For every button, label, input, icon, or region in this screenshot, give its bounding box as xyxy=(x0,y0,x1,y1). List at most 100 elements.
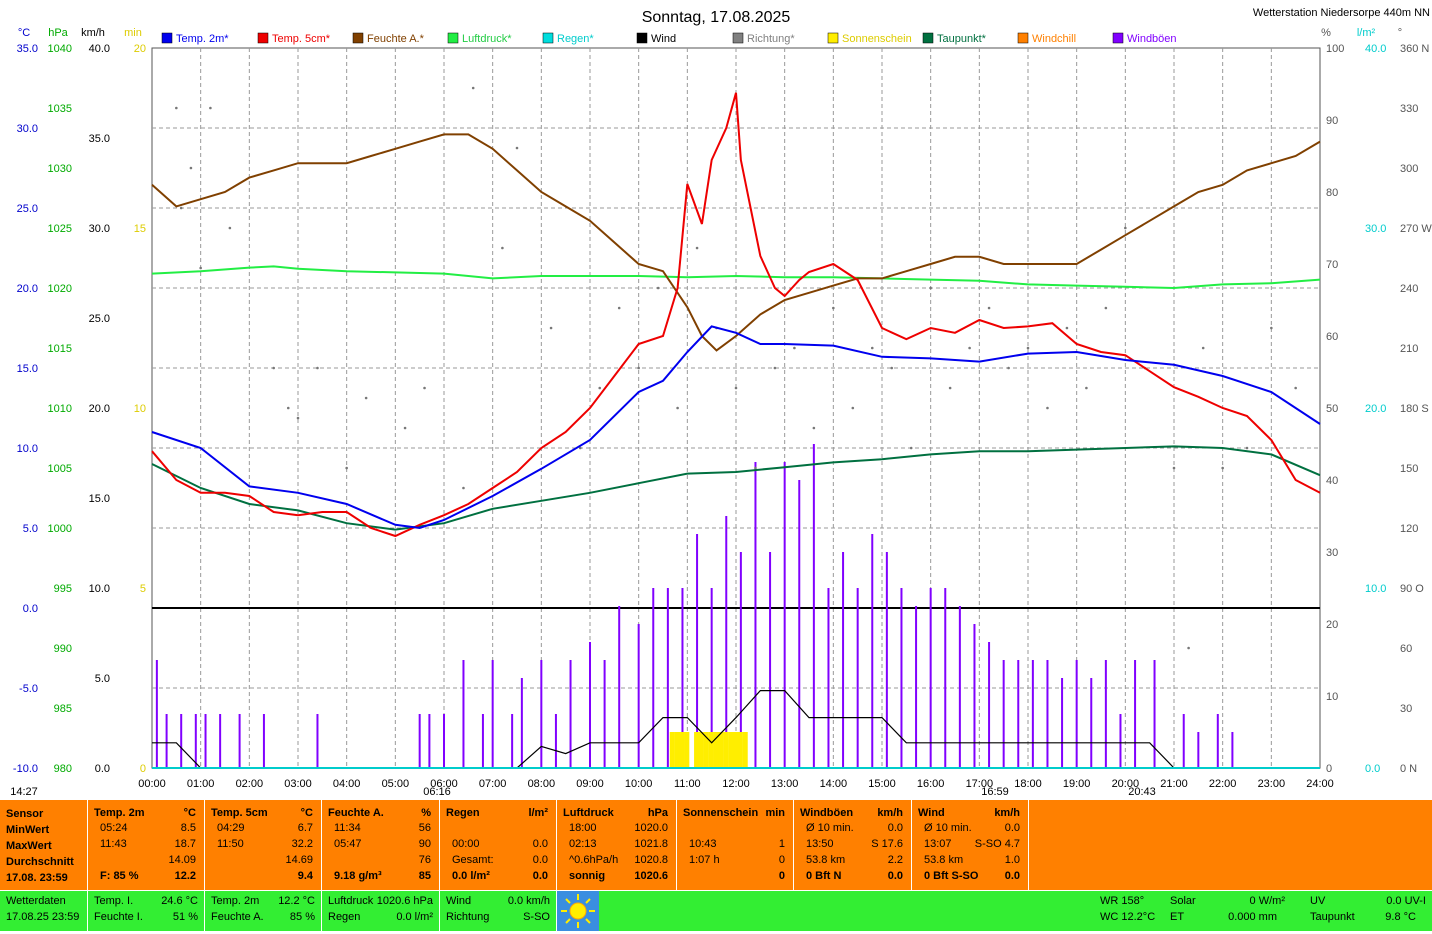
direction-point xyxy=(695,246,699,250)
cell-label: 04:29 xyxy=(217,822,245,834)
direction-point xyxy=(1270,326,1273,330)
direction-tick-label: 0 N xyxy=(1400,763,1417,775)
cell-value: S-SO 4.7 xyxy=(974,838,1020,850)
cell-label: 53.8 km xyxy=(806,854,846,866)
sun-time-label: 20:43 xyxy=(1128,786,1156,798)
column-luftdruck: Luftdruck hPa 18:00 1020.0 02:13 1021.8 ^0.6hP… xyxy=(557,800,677,890)
direction-point xyxy=(1187,646,1190,650)
sun-tick-label: 15 xyxy=(134,223,146,235)
cell-value: 14.09 xyxy=(168,854,196,866)
column-header: Windböen xyxy=(800,807,854,819)
axis-unit: min xyxy=(124,27,142,39)
humidity-tick-label: 30 xyxy=(1326,547,1338,559)
cell-label: 10:43 xyxy=(689,838,717,850)
direction-point xyxy=(773,366,777,370)
direction-point xyxy=(189,166,193,170)
status-label: Feuchte I. xyxy=(94,911,143,923)
column-header: Regen xyxy=(446,807,480,819)
x-tick-label: 14:00 xyxy=(820,778,848,790)
humidity-tick-label: 70 xyxy=(1326,259,1338,271)
rain-tick-label: 30.0 xyxy=(1365,223,1386,235)
cell-value: 1021.8 xyxy=(634,838,668,850)
cell-value: S 17.6 xyxy=(871,838,903,850)
status-value: 9.8 °C xyxy=(1385,911,1416,923)
status-datetime: Wetterdaten 17.08.25 23:59 xyxy=(0,891,88,931)
status-label: Feuchte A. xyxy=(211,911,264,923)
column-header: Temp. 5cm xyxy=(211,807,268,819)
temp-tick-label: 25.0 xyxy=(17,203,38,215)
direction-point xyxy=(1026,346,1030,350)
cell-value: 9.4 xyxy=(297,870,313,882)
wind-tick-label: 10.0 xyxy=(89,583,110,595)
axis-unit: ° xyxy=(1398,27,1402,39)
status-indoor: Temp. I. 24.6 °C Feuchte I. 51 % xyxy=(88,891,205,931)
cell-value: 1.0 xyxy=(1004,854,1020,866)
direction-point xyxy=(316,366,319,370)
status-label: Luftdruck xyxy=(328,895,374,907)
temp-tick-label: -10.0 xyxy=(13,763,38,775)
legend-label: Temp. 2m* xyxy=(176,33,229,45)
cell-value: 1020.0 xyxy=(634,822,668,834)
direction-point xyxy=(515,146,519,150)
direction-point xyxy=(578,446,582,450)
temp-tick-label: -5.0 xyxy=(19,683,38,695)
temp-tick-label: 5.0 xyxy=(23,523,38,535)
x-tick-label: 03:00 xyxy=(284,778,312,790)
wind-tick-label: 30.0 xyxy=(89,223,110,235)
direction-tick-label: 150 xyxy=(1400,463,1418,475)
humidity-tick-label: 100 xyxy=(1326,43,1344,55)
temp-tick-label: 15.0 xyxy=(17,363,38,375)
status-label: Solar xyxy=(1170,895,1196,907)
cell-value: 0.0 xyxy=(887,822,903,834)
series-line-taupunkt xyxy=(151,445,1321,531)
cell-label: F: 85 % xyxy=(100,870,139,882)
x-tick-label: 05:00 xyxy=(382,778,410,790)
direction-point xyxy=(1104,306,1108,310)
row-label: Durchschnitt xyxy=(6,856,74,868)
cell-value: 0.0 xyxy=(1004,822,1020,834)
sun-tick-label: 0 xyxy=(140,763,146,775)
humidity-tick-label: 20 xyxy=(1326,619,1338,631)
status-value: 85 % xyxy=(289,911,315,923)
direction-tick-label: 120 xyxy=(1400,523,1418,535)
column-empty xyxy=(1029,800,1432,890)
humidity-tick-label: 0 xyxy=(1326,763,1332,775)
status-value: 1020.6 hPa xyxy=(376,895,433,907)
legend-swatch xyxy=(542,32,554,44)
row-label: MinWert xyxy=(6,824,50,836)
direction-point xyxy=(1007,366,1010,370)
direction-tick-label: 330 xyxy=(1400,103,1418,115)
direction-point xyxy=(1245,446,1249,450)
x-tick-label: 09:00 xyxy=(576,778,604,790)
humidity-tick-label: 10 xyxy=(1326,691,1338,703)
cell-value: 0.0 xyxy=(532,870,548,882)
direction-tick-label: 360 N xyxy=(1400,43,1429,55)
direction-point xyxy=(501,246,504,250)
column-unit: % xyxy=(421,807,431,819)
row-label: 17.08. 23:59 xyxy=(6,872,68,884)
x-tick-label: 19:00 xyxy=(1063,778,1091,790)
cell-value: 90 xyxy=(418,838,431,850)
cell-value: 1020.8 xyxy=(634,854,668,866)
cell-label: sonnig xyxy=(569,870,606,882)
direction-tick-label: 30 xyxy=(1400,703,1412,715)
direction-point xyxy=(929,286,932,290)
cell-label: Ø 10 min. xyxy=(806,822,854,834)
wind-tick-label: 35.0 xyxy=(89,133,110,145)
direction-point xyxy=(890,366,894,370)
direction-point xyxy=(656,286,660,290)
series-line-temp2m xyxy=(151,325,1321,530)
sunshine-bar xyxy=(737,732,743,768)
cell-value: 12.2 xyxy=(174,870,196,882)
legend-swatch xyxy=(636,32,648,44)
chart-title: Sonntag, 17.08.2025 xyxy=(642,9,791,26)
x-tick-label: 24:00 xyxy=(1306,778,1334,790)
x-tick-label: 20:00 xyxy=(1112,778,1140,790)
column-regen: Regen l/m² 00:00 0.0 Gesamt: 0.0 0.0 l/m² 0.0 xyxy=(440,800,557,890)
axis-unit: °C xyxy=(18,27,30,39)
legend-label: Windböen xyxy=(1127,33,1177,45)
cell-value: 0.0 xyxy=(887,870,903,882)
direction-point xyxy=(199,266,202,270)
direction-point xyxy=(364,396,368,400)
weather-chart: Sonntag, 17.08.2025 Wetterstation Nieders… xyxy=(10,7,1432,798)
